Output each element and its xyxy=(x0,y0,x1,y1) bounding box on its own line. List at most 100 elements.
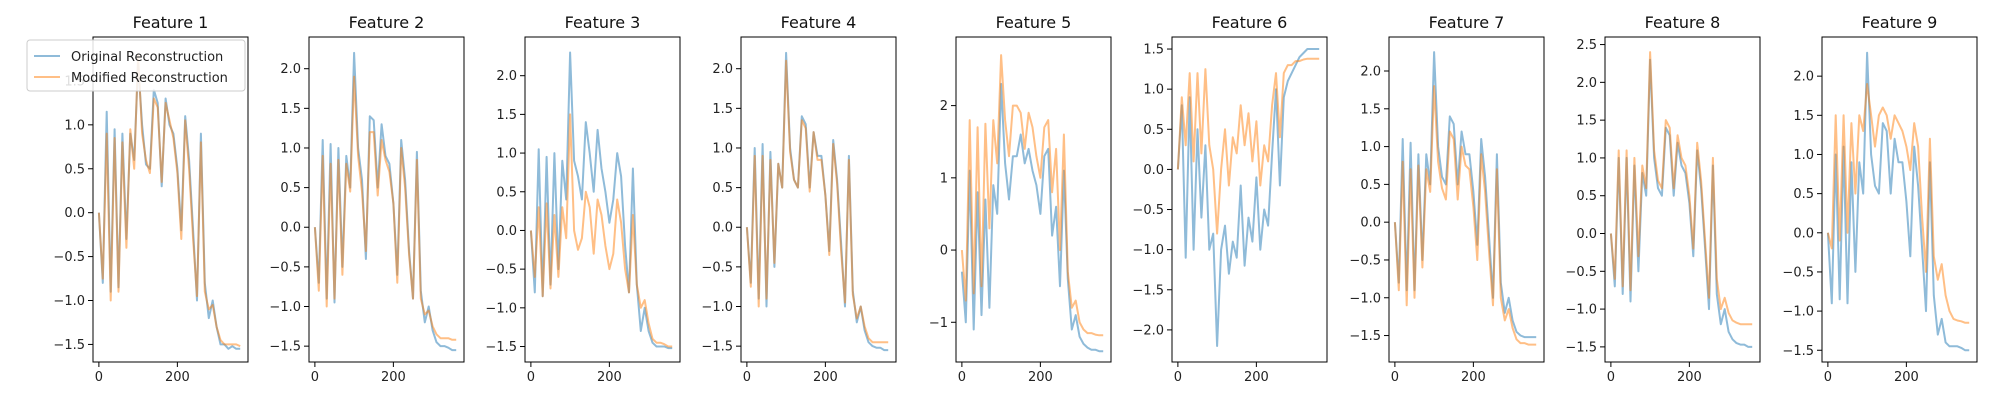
plot-frame-3 xyxy=(524,36,681,363)
y-tick-label: 0.0 xyxy=(1793,226,1814,241)
y-tick-label: −1 xyxy=(929,316,948,331)
chart-panel-9: −1.5 −1.0 −0.5 0.0 0.5 1.0 1.5 2.0 0 200 Feature 9 xyxy=(1782,13,1978,385)
plot-frame-9 xyxy=(1821,36,1978,363)
y-tick-label: −1.0 xyxy=(53,294,85,309)
y-tick-label: −2.0 xyxy=(1132,323,1164,338)
x-tick-label: 0 xyxy=(311,370,319,385)
modified-reconstruction-line-6 xyxy=(1176,57,1320,235)
y-tick-label: 1.5 xyxy=(1143,43,1164,58)
y-tick-label: 2 xyxy=(940,99,948,114)
y-tick-label: −1.5 xyxy=(485,340,517,355)
x-tick-label: 200 xyxy=(1461,370,1486,385)
plot-frame-4 xyxy=(740,36,897,363)
y-tick-label: 1.0 xyxy=(1360,140,1381,155)
y-tick-label: 2.0 xyxy=(280,62,301,77)
x-tick-label: 0 xyxy=(1391,370,1399,385)
legend-box xyxy=(26,39,246,92)
y-tick-label: −0.5 xyxy=(701,260,733,275)
y-tick-label: 0.5 xyxy=(1143,123,1164,138)
plot-frame-7 xyxy=(1388,36,1545,363)
original-reconstruction-line-6 xyxy=(1176,48,1320,347)
modified-reconstruction-line-7 xyxy=(1393,85,1537,346)
original-reconstruction-line-3 xyxy=(529,51,673,350)
x-tick-label: 200 xyxy=(1244,370,1269,385)
chart-panel-3: −1.5 −1.0 −0.5 0.0 0.5 1.0 1.5 2.0 0 200 Feature 3 xyxy=(485,13,681,385)
y-tick-label: 2.0 xyxy=(1793,70,1814,85)
y-tick-label: −1.5 xyxy=(1782,344,1814,359)
panel-title-2: Feature 2 xyxy=(349,13,425,32)
panel-title-9: Feature 9 xyxy=(1862,13,1938,32)
y-tick-label: −1.0 xyxy=(701,300,733,315)
y-tick-label: −1.5 xyxy=(1132,283,1164,298)
modified-reconstruction-line-4 xyxy=(745,59,889,344)
original-reconstruction-line-9 xyxy=(1826,51,1970,352)
x-tick-label: 0 xyxy=(743,370,751,385)
original-reconstruction-line-4 xyxy=(745,51,889,352)
panel-title-5: Feature 5 xyxy=(996,13,1072,32)
y-tick-label: 1.0 xyxy=(64,118,85,133)
y-tick-label: 1.0 xyxy=(1793,148,1814,163)
original-reconstruction-line-5 xyxy=(960,82,1104,353)
original-reconstruction-line-2 xyxy=(313,51,457,352)
y-tick-label: −1.0 xyxy=(1132,243,1164,258)
y-tick-label: 1.0 xyxy=(280,141,301,156)
y-tick-label: 0.0 xyxy=(496,224,517,239)
modified-reconstruction-line-8 xyxy=(1609,51,1753,326)
panel-title-7: Feature 7 xyxy=(1429,13,1505,32)
x-tick-label: 0 xyxy=(527,370,535,385)
panel-title-3: Feature 3 xyxy=(565,13,641,32)
modified-reconstruction-line-3 xyxy=(529,113,673,348)
y-tick-label: −1.5 xyxy=(53,338,85,353)
y-tick-label: −0.5 xyxy=(1565,265,1597,280)
modified-reconstruction-line-9 xyxy=(1826,83,1970,324)
y-tick-label: 0.0 xyxy=(1143,163,1164,178)
y-tick-label: −1.0 xyxy=(1782,305,1814,320)
y-tick-label: 1.5 xyxy=(1360,102,1381,117)
x-tick-label: 0 xyxy=(958,370,966,385)
y-tick-label: 0.5 xyxy=(1360,178,1381,193)
y-tick-label: −0.5 xyxy=(485,263,517,278)
y-tick-label: 1.5 xyxy=(712,102,733,117)
x-tick-label: 200 xyxy=(813,370,838,385)
legend-label-modified: Modified Reconstruction xyxy=(71,71,228,86)
x-tick-label: 0 xyxy=(1607,370,1615,385)
y-tick-label: 0.0 xyxy=(280,221,301,236)
y-tick-label: 2.0 xyxy=(712,62,733,77)
y-tick-label: 0.5 xyxy=(1576,189,1597,204)
chart-panel-8: −1.5 −1.0 −0.5 0.0 0.5 1.0 1.5 2.0 2.5 0 200 Featur… xyxy=(1565,13,1761,385)
legend-label-original: Original Reconstruction xyxy=(71,50,223,65)
panel-title-6: Feature 6 xyxy=(1212,13,1288,32)
x-tick-label: 200 xyxy=(1028,370,1053,385)
y-tick-label: 0.5 xyxy=(64,162,85,177)
plot-frame-8 xyxy=(1604,36,1761,363)
y-tick-label: 0.5 xyxy=(280,181,301,196)
y-tick-label: 0.0 xyxy=(1576,227,1597,242)
modified-reconstruction-line-5 xyxy=(960,54,1104,337)
y-tick-label: 0.0 xyxy=(64,206,85,221)
y-tick-label: 0 xyxy=(940,244,948,259)
y-tick-label: −0.5 xyxy=(269,260,301,275)
y-tick-label: 0.0 xyxy=(712,221,733,236)
chart-panel-5: −1 0 1 2 0 200 Feature 5 xyxy=(929,13,1112,385)
plot-frame-1 xyxy=(92,36,249,363)
x-tick-label: 200 xyxy=(381,370,406,385)
x-tick-label: 200 xyxy=(1677,370,1702,385)
y-tick-label: −1.0 xyxy=(269,300,301,315)
panel-title-1: Feature 1 xyxy=(133,13,209,32)
modified-reconstruction-line-2 xyxy=(313,75,457,341)
y-tick-label: 2.0 xyxy=(1360,65,1381,80)
y-tick-label: 1.0 xyxy=(1576,151,1597,166)
y-tick-label: 2.0 xyxy=(1576,76,1597,91)
panel-title-4: Feature 4 xyxy=(781,13,857,32)
y-tick-label: 1.5 xyxy=(1576,114,1597,129)
y-tick-label: −1.0 xyxy=(485,301,517,316)
y-tick-label: −1.5 xyxy=(1565,340,1597,355)
y-tick-label: −1.0 xyxy=(1565,303,1597,318)
y-tick-label: 0.5 xyxy=(496,185,517,200)
y-tick-label: −0.5 xyxy=(53,250,85,265)
x-tick-label: 0 xyxy=(95,370,103,385)
original-reconstruction-line-7 xyxy=(1393,51,1537,339)
chart-panel-7: −1.5 −1.0 −0.5 0.0 0.5 1.0 1.5 2.0 0 200 Feature 7 xyxy=(1349,13,1545,385)
